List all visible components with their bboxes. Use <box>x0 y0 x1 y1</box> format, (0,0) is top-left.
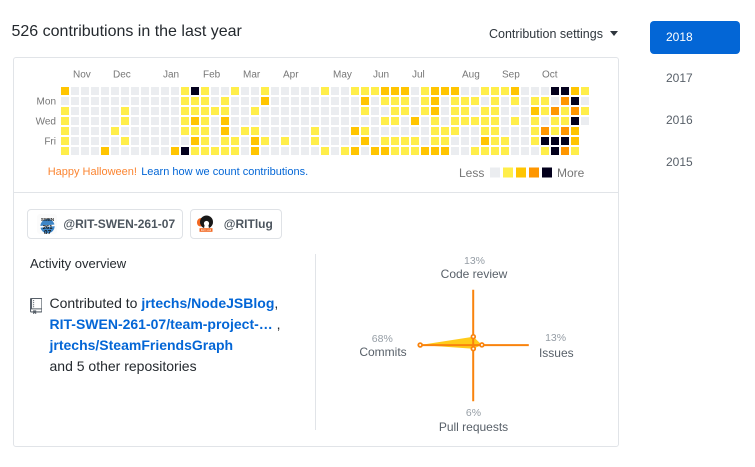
svg-text:Jan: Jan <box>163 70 179 81</box>
svg-text:Jul: Jul <box>412 70 425 81</box>
svg-text:Aug: Aug <box>462 70 480 81</box>
svg-text:Nov: Nov <box>73 70 91 81</box>
svg-text:SWEN: SWEN <box>41 217 54 222</box>
svg-text:Dec: Dec <box>113 70 131 81</box>
svg-text:Sep: Sep <box>502 70 520 81</box>
svg-text:Mon: Mon <box>37 97 56 108</box>
svg-text:Apr: Apr <box>283 70 299 81</box>
svg-text:Mar: Mar <box>243 70 261 81</box>
svg-text:Jun: Jun <box>373 70 389 81</box>
svg-text:07: 07 <box>44 229 52 234</box>
svg-text:Fri: Fri <box>44 137 56 148</box>
svg-text:261: 261 <box>43 225 53 231</box>
svg-text:May: May <box>333 70 352 81</box>
svg-text:Feb: Feb <box>203 70 221 81</box>
svg-text:Oct: Oct <box>542 70 558 81</box>
svg-text:Wed: Wed <box>36 117 56 128</box>
svg-text:RITLUG: RITLUG <box>202 230 210 232</box>
